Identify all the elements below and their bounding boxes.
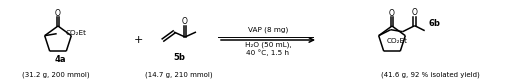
Text: (31.2 g, 200 mmol): (31.2 g, 200 mmol) — [22, 71, 90, 78]
Text: CO₂Et: CO₂Et — [65, 30, 86, 36]
Text: O: O — [182, 17, 188, 26]
Text: VAP (8 mg): VAP (8 mg) — [248, 27, 288, 33]
Text: 6b: 6b — [429, 19, 441, 28]
Text: O: O — [55, 9, 61, 17]
Text: 5b: 5b — [173, 52, 185, 61]
Text: CO₂Et: CO₂Et — [386, 38, 407, 44]
Text: H₂O (50 mL),: H₂O (50 mL), — [245, 42, 291, 48]
Text: +: + — [133, 35, 143, 45]
Text: 4a: 4a — [54, 55, 66, 64]
Text: O: O — [412, 8, 418, 17]
Text: (14.7 g, 210 mmol): (14.7 g, 210 mmol) — [145, 71, 213, 78]
Text: (41.6 g, 92 % isolated yield): (41.6 g, 92 % isolated yield) — [381, 71, 479, 78]
Text: 40 °C, 1.5 h: 40 °C, 1.5 h — [246, 50, 290, 56]
Text: O: O — [389, 9, 395, 17]
